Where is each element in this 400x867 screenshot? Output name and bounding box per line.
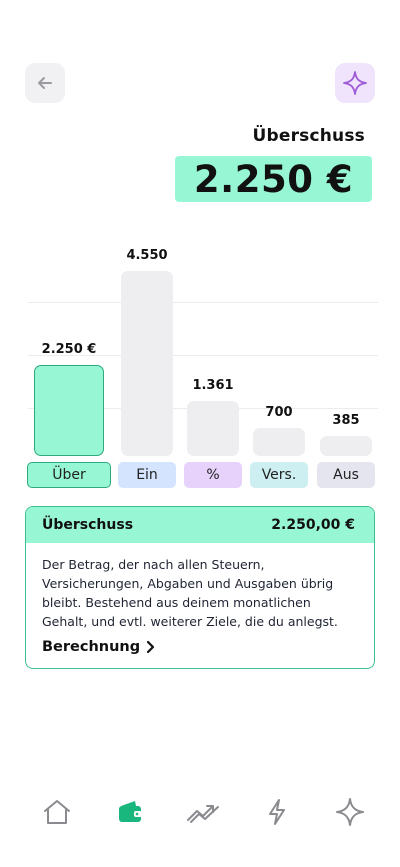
bottom-navigation	[0, 790, 400, 834]
calculation-link[interactable]: Berechnung	[42, 639, 156, 655]
lightning-icon	[269, 799, 285, 825]
info-card-header: Überschuss 2.250,00 €	[26, 507, 374, 543]
summary-label: Überschuss	[252, 126, 365, 146]
nav-wallet[interactable]	[108, 790, 152, 834]
home-icon	[44, 800, 70, 824]
category-tab-2[interactable]: Ein	[118, 462, 176, 488]
summary-value: 2.250 €	[175, 156, 372, 202]
category-tab-3[interactable]: %	[184, 462, 242, 488]
info-card-title: Überschuss	[42, 517, 134, 533]
calculation-link-label: Berechnung	[42, 639, 141, 655]
bar-value-label: 2.250 €	[41, 341, 97, 357]
trend-icon	[187, 805, 219, 823]
bar-value-label: 1.361	[192, 377, 234, 393]
ai-assistant-button[interactable]	[335, 63, 375, 103]
gridline	[28, 355, 378, 356]
bar-1[interactable]	[34, 364, 104, 456]
bar-value-label: 4.550	[126, 248, 168, 263]
bar-4[interactable]	[253, 427, 305, 456]
bar-2[interactable]	[121, 271, 173, 456]
arrow-left-icon	[38, 77, 52, 89]
info-card-amount: 2.250,00 €	[271, 517, 355, 533]
back-button[interactable]	[25, 63, 65, 103]
category-tab-4[interactable]: Vers.	[250, 462, 308, 488]
info-card-description: Der Betrag, der nach allen Steuern, Vers…	[42, 557, 338, 629]
nav-energy[interactable]	[255, 790, 299, 834]
bar-5[interactable]	[320, 436, 372, 456]
bar-3[interactable]	[187, 400, 239, 456]
sparkle-icon	[343, 71, 367, 95]
nav-ai[interactable]	[328, 790, 372, 834]
sparkle-icon	[336, 798, 364, 826]
info-card: Überschuss 2.250,00 € Der Betrag, der na…	[25, 506, 375, 669]
nav-home[interactable]	[35, 790, 79, 834]
category-tab-1[interactable]: Über	[27, 462, 111, 488]
category-tab-5[interactable]: Aus	[317, 462, 375, 488]
bar-value-label: 385	[332, 413, 360, 428]
gridline	[28, 302, 378, 303]
chevron-right-icon	[147, 640, 155, 654]
nav-trends[interactable]	[182, 790, 226, 834]
bar-value-label: 700	[265, 404, 293, 420]
wallet-icon	[119, 801, 142, 822]
